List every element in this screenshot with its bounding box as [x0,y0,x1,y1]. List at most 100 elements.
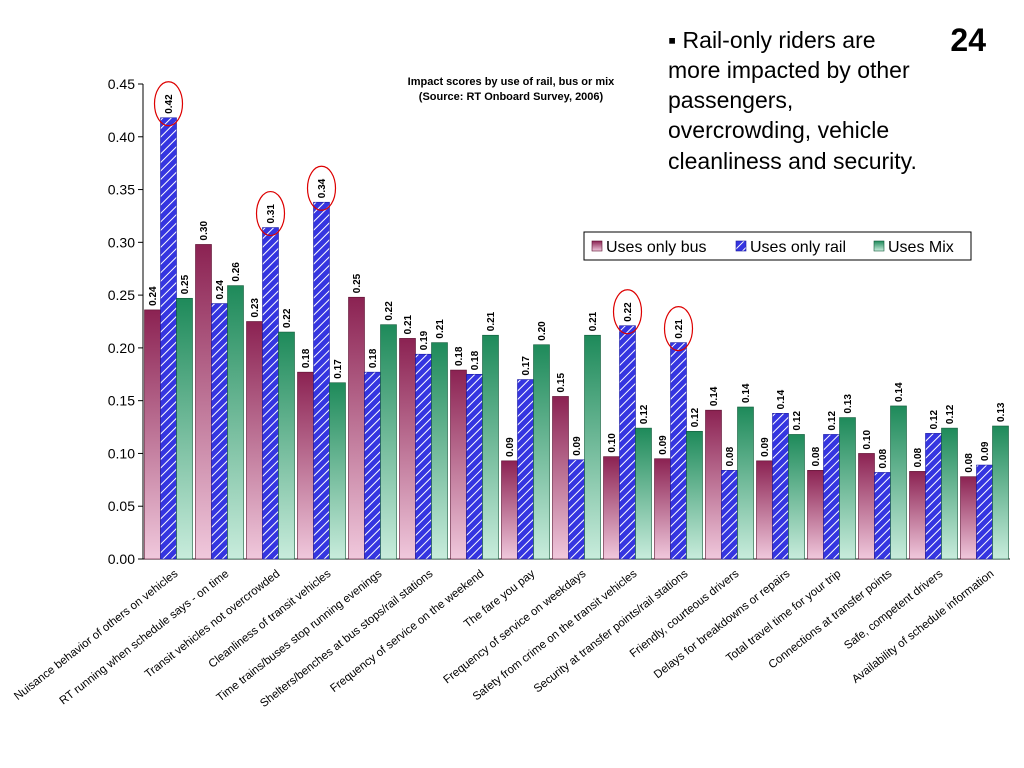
data-label: 0.26 [231,262,242,282]
bar [737,406,754,560]
data-label: 0.09 [658,435,669,455]
bar [364,371,381,560]
data-label: 0.09 [760,437,771,457]
data-label: 0.08 [878,449,889,469]
highlight-circle [153,81,184,127]
data-label: 0.30 [199,221,210,241]
bar [635,427,652,560]
y-tick-label: 0.35 [108,182,135,198]
bar [603,456,620,560]
bar [466,373,483,560]
bar [329,382,346,560]
bar [262,227,279,560]
y-tick-label: 0.40 [108,129,135,145]
highlight-circle [612,289,643,335]
bar [925,433,942,560]
legend: Uses only bus Uses only rail Uses Mix [583,231,972,261]
bar [941,427,958,560]
bar [552,396,569,560]
y-tick-label: 0.15 [108,393,135,409]
data-label: 0.21 [674,319,685,339]
data-label: 0.18 [454,346,465,366]
bar [450,369,467,560]
data-label: 0.22 [282,308,293,328]
data-label: 0.21 [486,311,497,331]
bar [517,379,534,560]
data-label: 0.13 [996,402,1007,422]
data-label: 0.12 [929,409,940,429]
data-label: 0.14 [776,389,787,409]
data-label: 0.31 [266,204,277,224]
data-label: 0.10 [862,430,873,450]
bar [431,342,448,560]
data-label: 0.22 [623,302,634,322]
bar [909,471,926,560]
data-label: 0.21 [403,314,414,334]
slide-number: 24 [950,22,986,58]
data-label: 0.17 [333,359,344,379]
bar [823,434,840,560]
bar [380,324,397,560]
bar [960,476,977,560]
data-label: 0.12 [690,407,701,427]
data-label: 0.21 [588,311,599,331]
data-label: 0.25 [352,273,363,293]
bar [211,303,228,560]
bar [176,297,193,560]
data-label: 0.14 [741,383,752,403]
bar [533,344,550,560]
legend-swatch [591,240,603,252]
bar [278,331,295,560]
legend-label: Uses only rail [750,239,846,256]
data-label: 0.42 [164,94,175,114]
data-label: 0.24 [215,280,226,300]
data-label: 0.12 [945,404,956,424]
bullet-marker: ▪ [668,27,677,53]
bar [568,459,585,560]
bar [348,296,365,560]
bar [976,464,993,560]
y-tick-label: 0.05 [108,498,135,514]
bar [721,470,738,560]
legend-swatch [873,240,885,252]
bar [501,460,518,560]
bar [313,201,330,560]
chart-title: Impact scores by use of rail, bus or mix [408,76,616,88]
bar [670,342,687,560]
bar [756,460,773,560]
legend-label: Uses only bus [606,239,707,256]
data-label: 0.19 [419,330,430,350]
bar [246,321,263,560]
data-label: 0.15 [556,373,567,393]
bar [482,334,499,560]
data-label: 0.08 [725,446,736,466]
bullet-point: ▪ Rail-only riders are more impacted by … [668,25,928,176]
bar [195,244,212,560]
bar [399,338,416,560]
data-label: 0.24 [148,286,159,306]
data-label: 0.09 [572,436,583,456]
bar [415,353,432,560]
y-tick-label: 0.20 [108,340,135,356]
data-label: 0.09 [505,437,516,457]
bar [686,430,703,560]
legend-swatch [735,240,747,252]
category-label: Safe, competent drivers [842,568,945,652]
data-label: 0.14 [709,386,720,406]
highlight-circle [255,190,286,237]
bar [890,405,907,560]
bar [654,458,671,560]
bullet-text: Rail-only riders are more impacted by ot… [668,27,917,174]
bar [772,413,789,560]
data-label: 0.25 [180,274,191,294]
highlight-circle [306,165,337,211]
bar [874,472,891,560]
highlight-circle [663,306,694,352]
legend-label: Uses Mix [888,239,954,256]
data-label: 0.09 [980,441,991,461]
data-label: 0.17 [521,356,532,376]
bar [839,417,856,560]
y-tick-label: 0.45 [108,76,135,92]
bar [788,434,805,560]
data-label: 0.13 [843,394,854,414]
